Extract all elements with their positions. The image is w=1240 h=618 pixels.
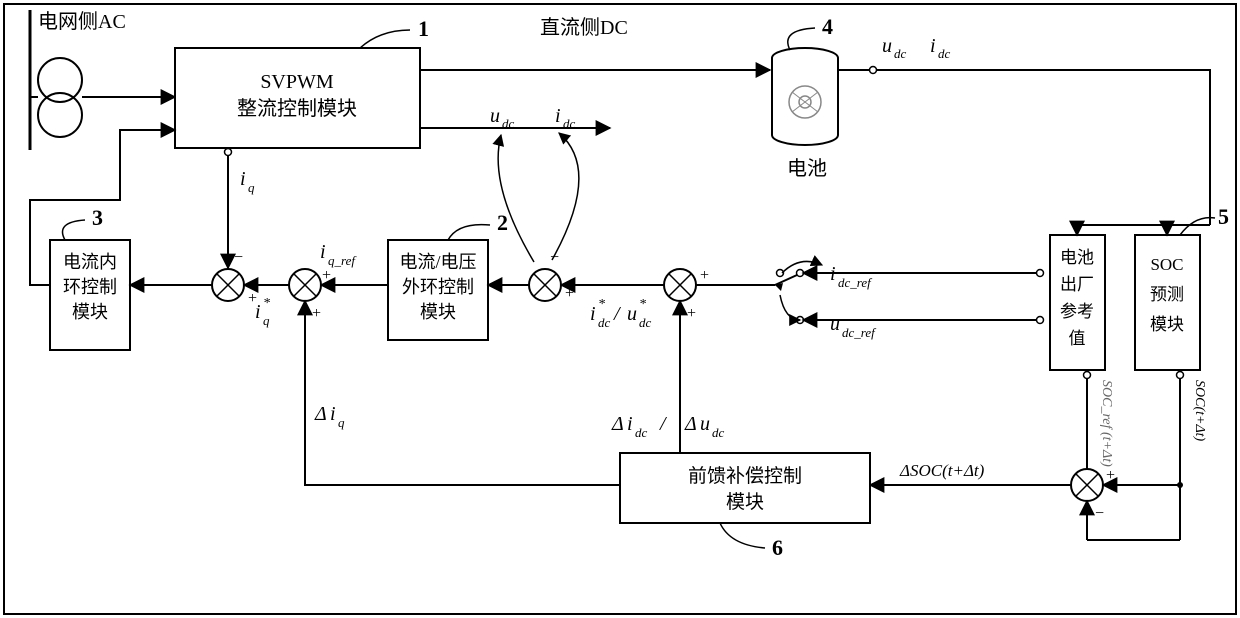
label-udc-top: u dc [882,35,907,61]
svg-text:+: + [565,285,574,302]
svg-text:SVPWM: SVPWM [260,71,334,93]
svg-text:/: / [659,413,668,435]
battery-icon [772,48,838,145]
svg-text:模块: 模块 [726,491,764,513]
svg-text:dc: dc [894,46,907,61]
node-battery-out [870,67,877,74]
svg-text:电池: 电池 [1060,248,1094,267]
svg-text:−: − [234,249,243,266]
svg-text:q: q [338,415,345,430]
svg-text:*: * [598,297,605,312]
svg-text:q_ref: q_ref [328,253,357,268]
num-2: 2 [497,210,508,235]
block-diagram: 电网侧AC SVPWM 整流控制模块 1 直流侧DC 电池 4 u dc i [0,0,1240,618]
svg-text:模块: 模块 [1150,315,1184,334]
svg-text:前馈补偿控制: 前馈补偿控制 [688,465,802,487]
svg-text:/: / [613,303,622,325]
svg-text:u: u [882,35,892,57]
svg-text:u: u [490,105,500,127]
label-delta-iq: Δ i q [314,403,345,430]
summer-1 [212,269,244,301]
svg-text:外环控制: 外环控制 [402,277,474,297]
svg-text:模块: 模块 [72,302,108,322]
svg-text:dc: dc [502,116,515,131]
svg-text:+: + [322,267,331,284]
svg-text:i: i [320,241,326,263]
svg-text:SOC: SOC [1150,255,1183,274]
label-iq: i q [240,168,255,195]
battery-label: 电池 [787,157,827,180]
svg-text:*: * [639,297,646,312]
label-delta-idc-udc: Δ i dc / Δ u dc [611,413,725,440]
svg-text:dc: dc [598,315,611,330]
label-udc-ref: u dc_ref [830,313,877,340]
svg-text:i: i [627,413,633,435]
dc-side-label: 直流侧DC [540,16,628,39]
svg-text:dc: dc [563,116,576,131]
ac-side-label: 电网侧AC [38,10,126,33]
svg-text:dc: dc [639,315,652,330]
svg-text:整流控制模块: 整流控制模块 [237,97,357,120]
svg-text:+: + [700,267,709,284]
label-iq-star: i * q [255,296,270,328]
svg-text:模块: 模块 [420,302,456,322]
label-delta-soc: ΔSOC(t+Δt) [899,461,985,480]
svg-text:i: i [555,105,561,127]
svg-text:+: + [687,305,696,322]
svg-text:Δ: Δ [314,403,327,425]
svg-text:dc: dc [635,425,648,440]
svg-text:−: − [550,249,559,266]
svg-text:Δ: Δ [684,413,697,435]
svg-text:i: i [330,403,336,425]
svg-text:+: + [312,305,321,322]
num-4: 4 [822,14,833,39]
svg-text:环控制: 环控制 [63,277,117,297]
svg-text:电流/电压: 电流/电压 [399,252,476,272]
label-idc-top: i dc [930,35,951,61]
svg-text:q: q [263,313,270,328]
svg-text:预测: 预测 [1150,285,1184,304]
summer-4 [664,269,696,301]
summer-5 [1071,469,1103,501]
svg-text:u: u [627,303,637,325]
svg-text:参考: 参考 [1060,302,1094,321]
svg-text:Δ: Δ [611,413,624,435]
num-5: 5 [1218,204,1229,229]
label-iq-ref: i q_ref [320,241,357,268]
transformer-icon [38,58,82,137]
num-1: 1 [418,16,429,41]
svg-text:dc_ref: dc_ref [838,275,873,290]
label-idc-ref: i dc_ref [830,263,873,290]
svg-text:dc: dc [938,46,951,61]
svg-text:i: i [240,168,246,190]
svg-text:−: − [1095,505,1104,522]
num-6: 6 [772,535,783,560]
svg-text:dc: dc [712,425,725,440]
svg-text:u: u [830,313,840,335]
svg-text:出厂: 出厂 [1060,275,1094,294]
svg-text:q: q [248,180,255,195]
svg-text:i: i [930,35,936,57]
num-3: 3 [92,205,103,230]
label-idc-udc-star: i * dc / u * dc [590,297,652,330]
label-soc-ref-vert: SOC_ref (t+Δt) [1099,380,1114,467]
svg-text:+: + [1106,467,1115,484]
svg-text:i: i [590,303,596,325]
svg-text:i: i [255,301,261,323]
summer-2 [289,269,321,301]
summer-3 [529,269,561,301]
svg-text:值: 值 [1069,329,1086,348]
svg-text:*: * [263,296,270,311]
svg-text:dc_ref: dc_ref [842,325,877,340]
label-soc-vert: SOC(t+Δt) [1192,380,1207,442]
svg-text:电流内: 电流内 [63,252,117,272]
svg-text:u: u [700,413,710,435]
